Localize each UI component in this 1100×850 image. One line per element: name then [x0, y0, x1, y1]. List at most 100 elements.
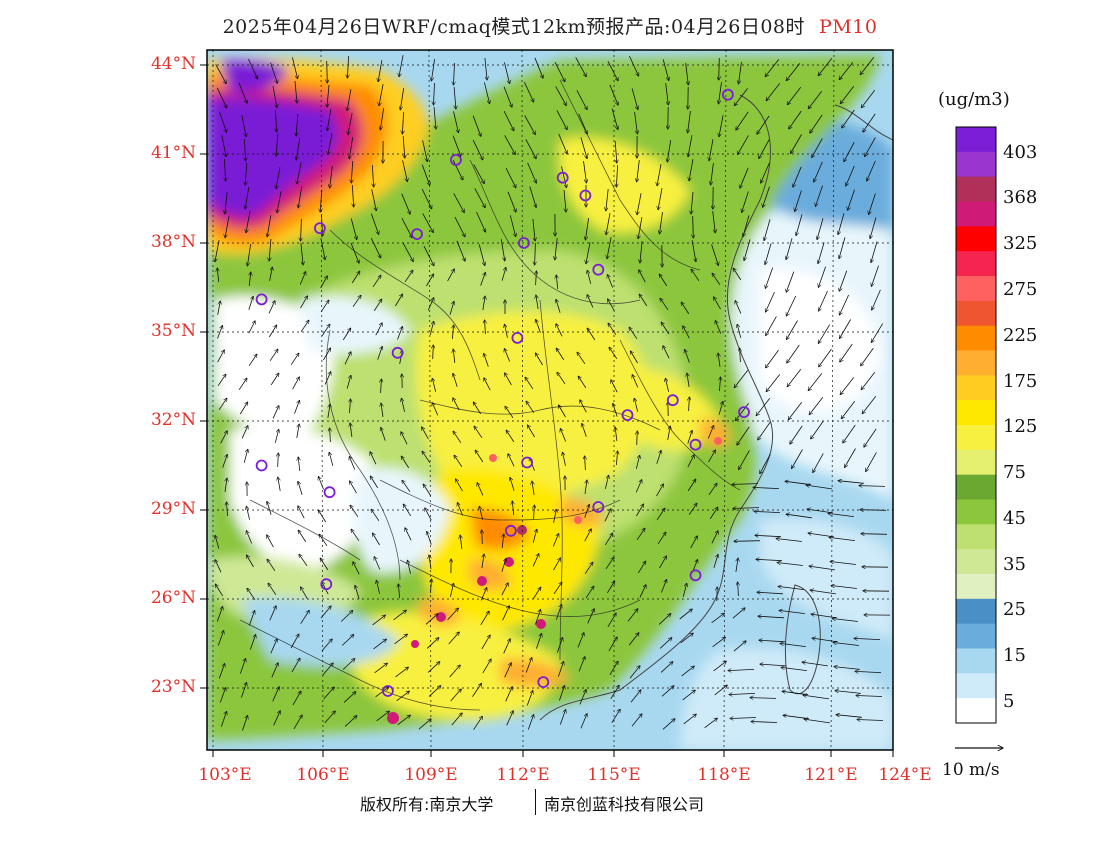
wind-arrow	[688, 111, 691, 133]
wind-arrow	[759, 139, 770, 158]
wind-arrow	[735, 301, 742, 314]
wind-arrow	[429, 321, 433, 335]
wind-arrow	[398, 584, 399, 599]
wind-arrow	[509, 215, 515, 236]
wind-arrow	[740, 167, 749, 188]
wind-arrow	[377, 346, 383, 360]
wind-arrow	[474, 426, 483, 439]
wind-arrow	[656, 508, 665, 521]
wind-arrow	[831, 586, 857, 589]
wind-arrow	[587, 295, 594, 308]
wind-arrow	[298, 506, 305, 519]
footer-divider	[535, 789, 536, 815]
wind-arrow	[556, 110, 567, 129]
wind-arrow	[292, 57, 297, 78]
wind-arrow	[554, 62, 565, 82]
wind-arrow	[556, 275, 557, 290]
wind-arrow	[637, 193, 642, 215]
colorbar-swatch	[956, 623, 996, 650]
wind-arrow	[422, 140, 428, 161]
wind-arrow	[217, 631, 223, 646]
wind-arrow	[454, 62, 455, 85]
wind-arrow	[856, 696, 883, 697]
wind-arrow	[432, 403, 439, 416]
wind-arrow	[636, 504, 643, 517]
lat-label-44: 44°N	[150, 54, 196, 74]
wind-arrow	[787, 344, 800, 363]
wind-arrow	[447, 608, 459, 621]
wind-arrow	[761, 162, 770, 183]
wind-arrow	[536, 295, 539, 309]
wind-arrow	[296, 424, 299, 438]
wind-arrow	[833, 643, 859, 646]
wind-arrow	[563, 189, 566, 212]
wind-arrow	[299, 272, 305, 285]
wind-arrow	[609, 347, 618, 360]
lon-label-106: 106°E	[296, 765, 350, 785]
wind-arrow	[786, 63, 801, 80]
wind-arrow	[606, 581, 614, 594]
wind-arrow	[478, 244, 485, 265]
wind-arrow	[583, 161, 587, 183]
wind-arrow	[662, 719, 675, 730]
wind-arrow	[475, 450, 484, 463]
colorbar-swatch	[956, 549, 996, 575]
city-marker	[323, 486, 336, 499]
colorbar-swatch	[956, 524, 996, 550]
wind-arrow	[507, 191, 516, 212]
wind-arrow	[557, 372, 566, 385]
wind-arrow	[321, 639, 332, 652]
wind-arrow	[277, 191, 282, 213]
wind-arrow	[786, 295, 797, 316]
wind-arrow	[267, 501, 272, 515]
wind-arrow	[791, 134, 802, 154]
wind-arrow	[818, 324, 831, 344]
wind-arrow	[840, 86, 855, 103]
wind-arrow	[796, 214, 803, 235]
wind-arrow	[500, 239, 505, 261]
wind-arrow	[690, 536, 698, 549]
wind-arrow	[501, 558, 506, 572]
wind-arrow	[687, 430, 692, 444]
wind-arrow	[576, 90, 587, 109]
wind-arrow	[585, 218, 589, 240]
colorbar-label: 275	[1003, 279, 1038, 300]
wind-arrow	[375, 323, 382, 336]
wind-arrow	[637, 160, 640, 182]
city-marker	[511, 331, 524, 344]
wind-arrow	[756, 559, 783, 560]
wind-arrow	[766, 349, 779, 368]
wind-arrow	[472, 683, 482, 697]
wind-arrow	[711, 244, 719, 266]
wind-arrow	[350, 481, 357, 494]
wind-arrow	[604, 533, 612, 546]
colorbar-label: 5	[1003, 691, 1015, 712]
wind-arrow	[658, 614, 671, 625]
wind-arrow	[245, 162, 247, 185]
wind-arrow	[504, 135, 516, 154]
wind-arrow	[346, 375, 351, 389]
city-marker	[411, 228, 423, 241]
wind-arrow	[560, 429, 567, 442]
wind-arrow	[301, 587, 308, 600]
wind-arrow	[766, 374, 781, 391]
wind-arrow	[764, 219, 771, 240]
wind-arrow	[819, 348, 832, 367]
wind-arrow	[778, 586, 804, 590]
wind-arrow	[639, 270, 646, 283]
wind-arrow	[580, 400, 587, 413]
wind-arrow	[708, 483, 717, 496]
wind-arrow	[374, 663, 388, 674]
wind-arrow	[221, 711, 226, 727]
wind-arrow	[730, 718, 757, 719]
wind-arrow	[340, 611, 353, 622]
wind-arrow	[685, 63, 689, 85]
wind-arrow	[766, 316, 777, 335]
wind-arrow	[765, 243, 772, 264]
wind-arrow	[404, 270, 413, 283]
colorbar-label: 25	[1003, 599, 1026, 620]
wind-arrow	[535, 242, 536, 265]
wind-arrow	[476, 211, 486, 232]
wind-arrow	[854, 638, 881, 639]
lat-label-23: 23°N	[150, 677, 196, 697]
